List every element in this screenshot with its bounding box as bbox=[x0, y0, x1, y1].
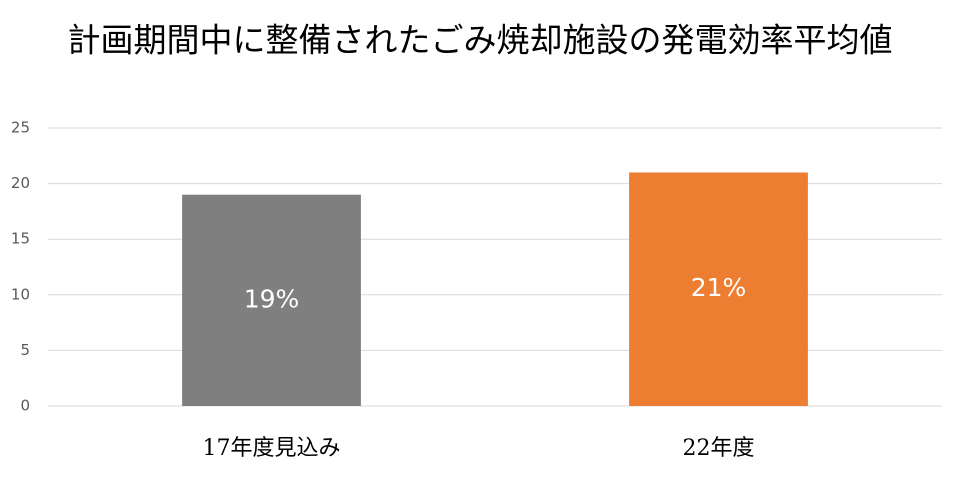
x-tick-label: 17年度見込み bbox=[203, 436, 341, 461]
y-tick-label: 5 bbox=[20, 341, 30, 359]
value-label: 21% bbox=[691, 273, 747, 302]
x-tick-label: 22年度 bbox=[683, 436, 755, 461]
chart-title: 計画期間中に整備されたごみ焼却施設の発電効率平均値 bbox=[68, 21, 893, 60]
bar bbox=[629, 172, 808, 406]
y-tick-label: 0 bbox=[20, 397, 30, 415]
y-tick-label: 20 bbox=[11, 174, 30, 192]
y-tick-label: 15 bbox=[11, 230, 30, 248]
value-label: 19% bbox=[244, 284, 300, 313]
y-tick-label: 10 bbox=[11, 285, 30, 303]
bar bbox=[182, 194, 361, 406]
y-tick-label: 25 bbox=[11, 119, 30, 137]
